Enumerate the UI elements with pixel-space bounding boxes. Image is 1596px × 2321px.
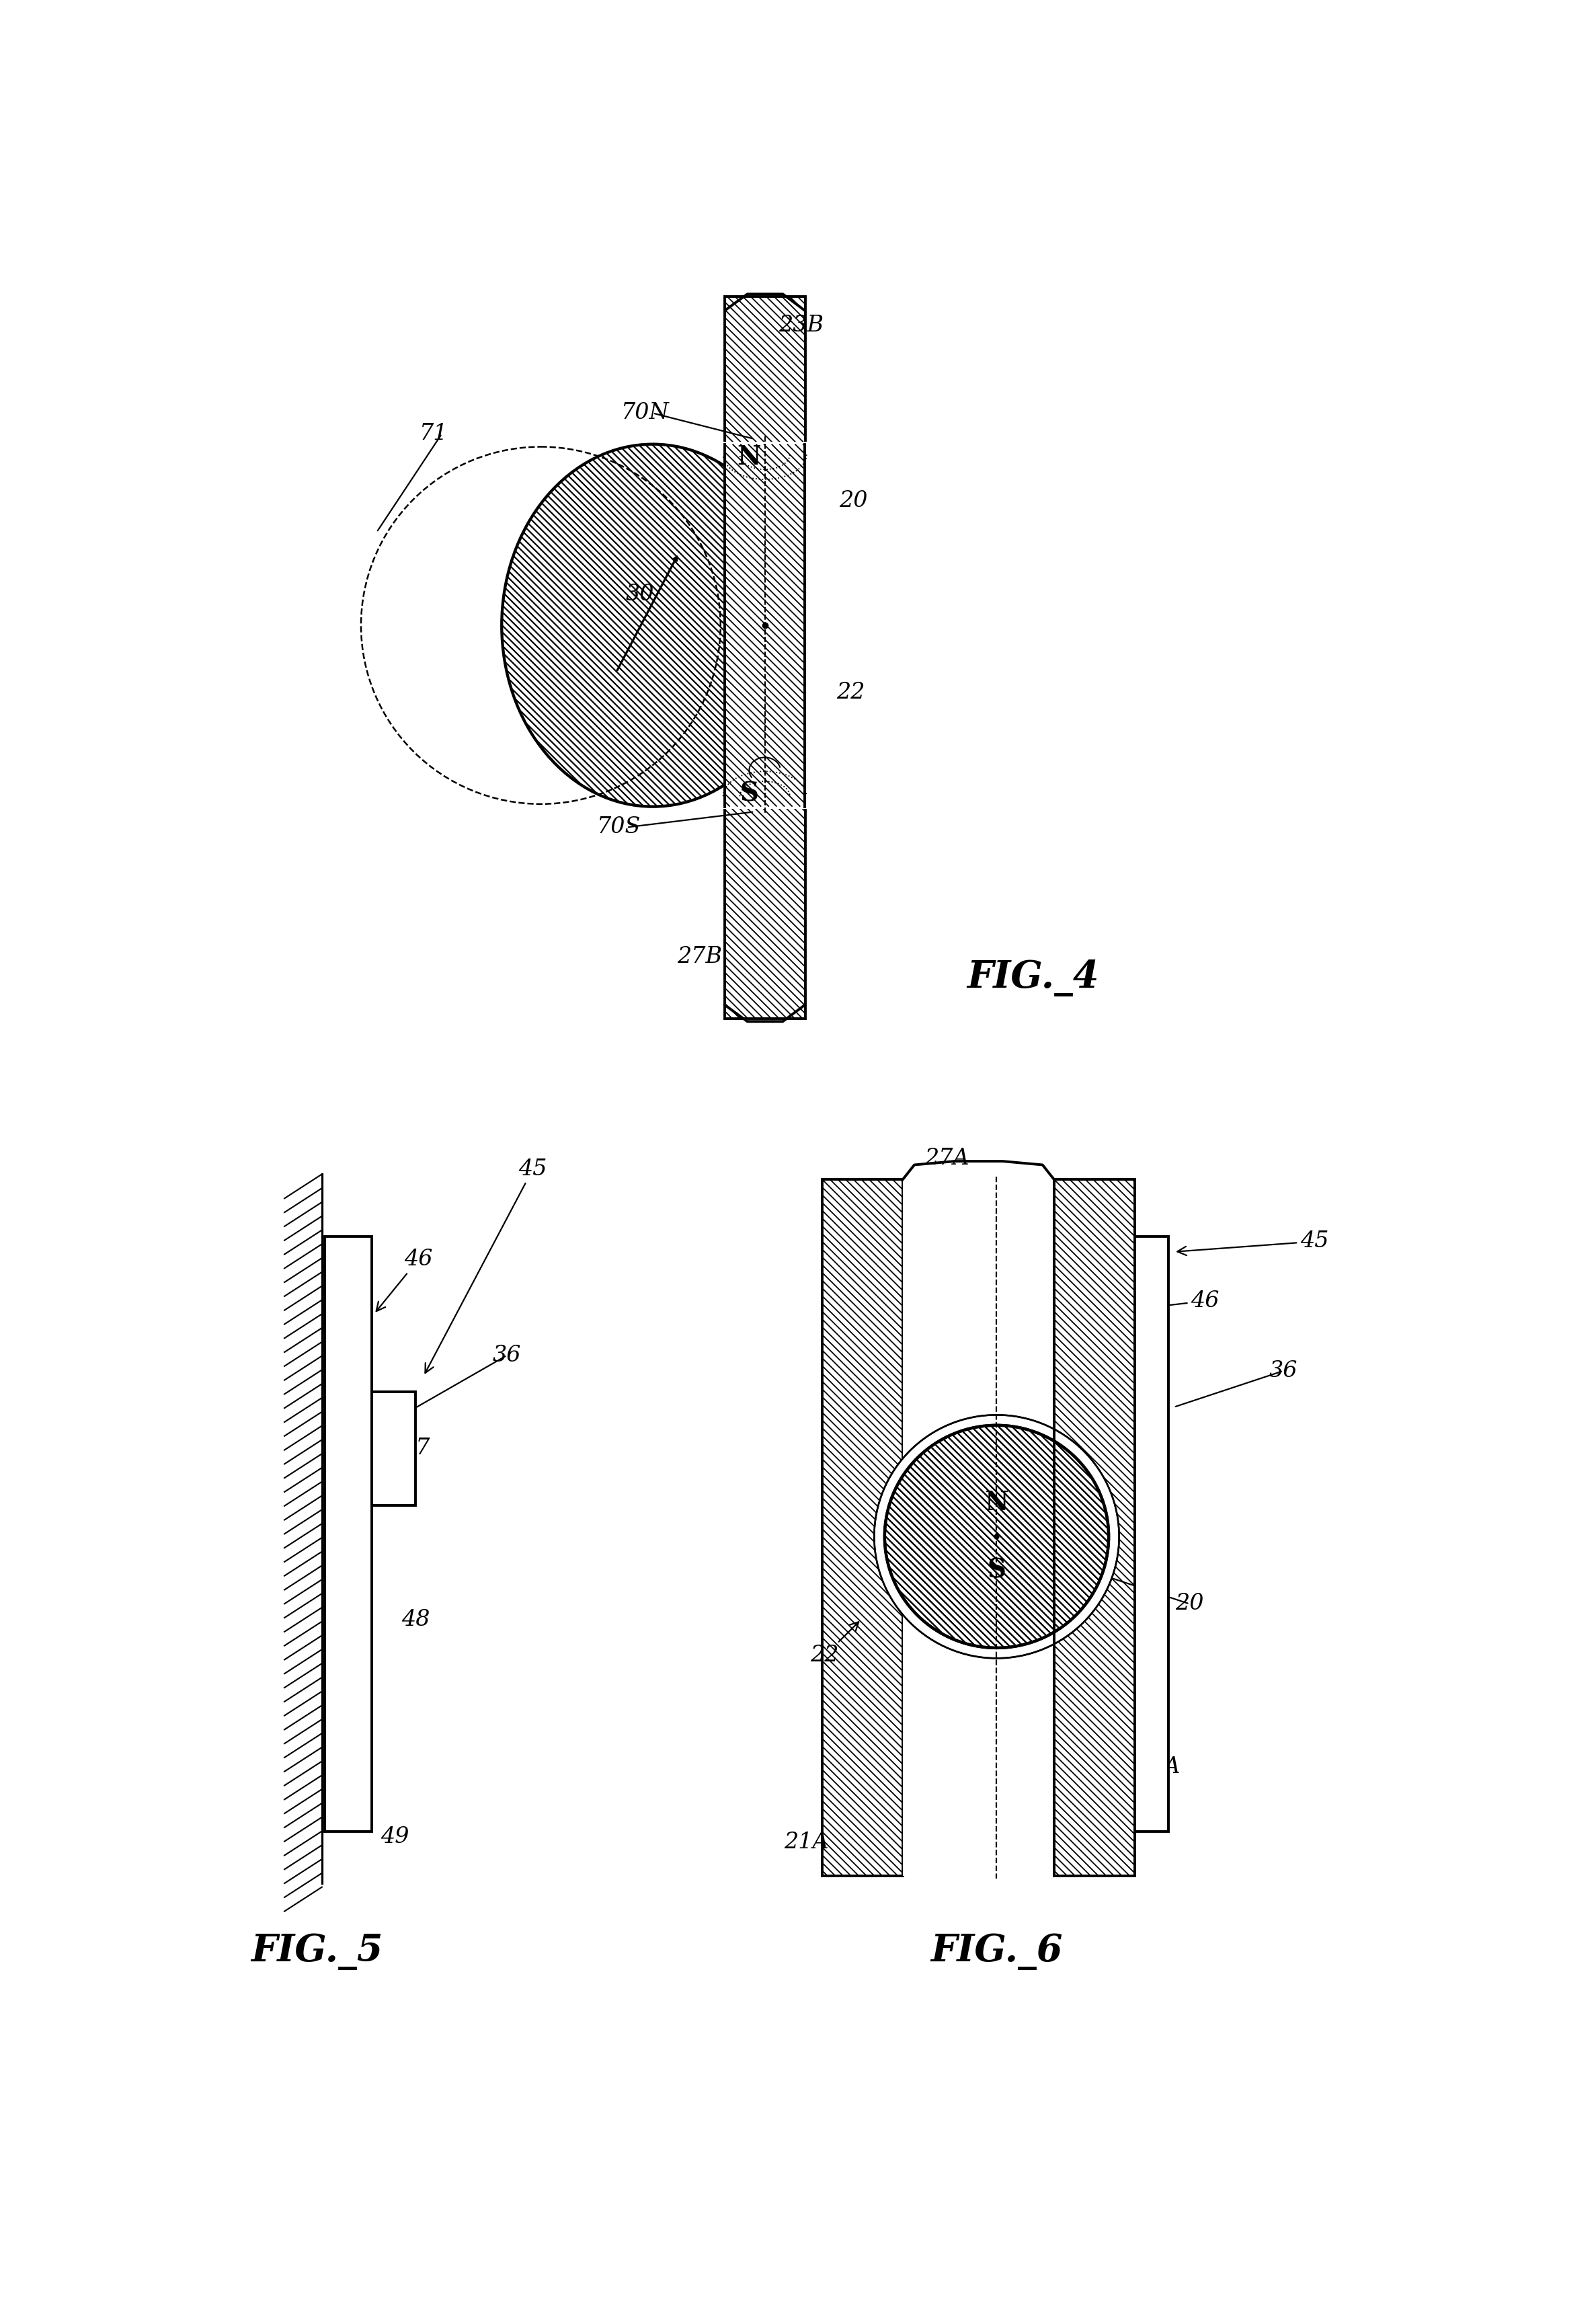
Bar	[903, 1179, 1053, 1875]
Bar	[725, 297, 806, 443]
Bar	[1053, 1179, 1135, 1875]
Text: 23B: 23B	[779, 313, 824, 337]
Text: 46: 46	[377, 1249, 433, 1311]
Text: 48: 48	[402, 1608, 429, 1629]
Text: FIG._4: FIG._4	[967, 959, 1100, 996]
Text: S: S	[741, 780, 758, 805]
Circle shape	[875, 1416, 1119, 1657]
Text: 20: 20	[839, 490, 868, 513]
Text: 20: 20	[1175, 1592, 1203, 1615]
Text: 22: 22	[811, 1622, 859, 1666]
Text: 71: 71	[420, 422, 448, 446]
Text: 21A: 21A	[784, 1831, 828, 1852]
Bar	[723, 441, 806, 810]
Text: 70S: 70S	[597, 817, 642, 838]
Text: 45: 45	[1178, 1230, 1329, 1256]
Text: 23A: 23A	[1136, 1757, 1181, 1778]
Text: 27A: 27A	[924, 1149, 969, 1170]
Bar	[1135, 1237, 1168, 1831]
Text: 70N: 70N	[621, 402, 669, 425]
Bar	[372, 1393, 415, 1506]
Text: S: S	[988, 1557, 1005, 1583]
Bar	[822, 1179, 903, 1875]
Text: 46: 46	[1141, 1290, 1219, 1311]
Text: 27B: 27B	[677, 947, 723, 968]
Bar	[324, 1237, 372, 1831]
Text: 49: 49	[380, 1827, 409, 1848]
Text: 30: 30	[626, 583, 654, 606]
Text: FIG._6: FIG._6	[930, 1933, 1063, 1971]
Bar	[725, 808, 806, 1019]
Text: 45: 45	[425, 1158, 547, 1374]
Text: 36: 36	[493, 1344, 522, 1367]
Text: 22: 22	[836, 682, 865, 703]
Text: 36: 36	[1269, 1360, 1298, 1381]
Text: 47: 47	[402, 1437, 429, 1460]
Text: N: N	[985, 1490, 1009, 1516]
Text: FIG._5: FIG._5	[251, 1933, 383, 1971]
Text: N: N	[737, 443, 761, 469]
